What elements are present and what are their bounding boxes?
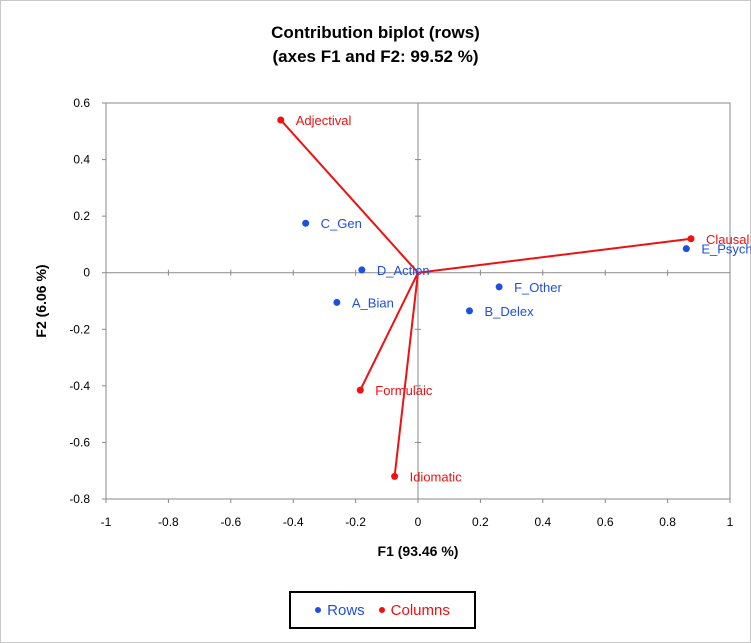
column-vectors (279, 119, 692, 477)
rows-label-d-action: D_Action (377, 263, 430, 278)
y-tick-label: -0.2 (69, 322, 90, 336)
columns-point-adjectival (277, 116, 285, 124)
rows-label-a-bian: A_Bian (352, 295, 394, 310)
columns-point-clausal (687, 235, 695, 243)
x-tick-label: -0.2 (345, 515, 366, 529)
zero-axes (106, 103, 730, 499)
rows-point-b-delex (465, 307, 473, 315)
rows-label-c-gen: C_Gen (321, 216, 362, 231)
chart-title-line1: Contribution biplot (rows) (271, 23, 480, 42)
legend-label-columns: Columns (390, 601, 450, 619)
x-tick-label: 0.2 (472, 515, 489, 529)
x-tick-label: 0.4 (534, 515, 551, 529)
rows-point-c-gen (302, 219, 310, 227)
rows-label-e-psych: E_Psych (701, 242, 751, 257)
vector-idiomatic (393, 272, 419, 477)
columns-label-idiomatic: Idiomatic (410, 469, 463, 484)
columns-point-formulaic (356, 386, 364, 394)
legend-item-columns: Columns (378, 601, 450, 619)
columns-label-adjectival: Adjectival (296, 113, 352, 128)
vector-adjectival (279, 119, 419, 274)
rows-point-e-psych (682, 245, 690, 253)
x-tick-label: 0.8 (659, 515, 676, 529)
y-axis-title: F2 (6.06 %) (33, 264, 49, 337)
x-tick-label: 0 (415, 515, 422, 529)
chart-title-line2: (axes F1 and F2: 99.52 %) (272, 47, 479, 66)
vector-clausal (417, 237, 692, 274)
data-points: C_Gen D_Action A_Bian F_Other B_Delex E_Psych… (277, 113, 751, 484)
y-tick-label: 0.2 (73, 209, 90, 223)
x-tick-label: -1 (101, 515, 112, 529)
rows-point-f-other (495, 283, 503, 291)
legend-marker-rows (315, 607, 322, 613)
legend-label-rows: Rows (327, 601, 365, 619)
x-tick-label: -0.8 (158, 515, 179, 529)
rows-point-d-action (358, 266, 366, 274)
chart-title: Contribution biplot (rows) (axes F1 and … (0, 21, 751, 69)
x-axis-title: F1 (93.46 %) (378, 543, 459, 559)
vector-formulaic (359, 272, 419, 391)
x-axis-ticks: -1 -0.8 -0.6 -0.4 -0.2 0 0.2 0.4 0.6 0.8 1 (101, 269, 734, 529)
legend-item-rows: Rows (315, 602, 365, 619)
columns-label-formulaic: Formulaic (375, 383, 433, 398)
y-tick-label: 0.6 (73, 96, 90, 110)
rows-label-f-other: F_Other (514, 280, 562, 295)
legend-marker-columns (378, 607, 385, 613)
rows-point-a-bian (333, 298, 341, 306)
x-tick-label: 1 (727, 515, 734, 529)
y-tick-label: 0.4 (73, 153, 90, 167)
columns-point-idiomatic (391, 472, 399, 480)
legend: Rows Columns (289, 591, 476, 629)
y-tick-label: -0.8 (69, 492, 90, 506)
y-tick-label: -0.4 (69, 379, 90, 393)
y-axis-ticks: -0.8 -0.6 -0.4 -0.2 0 0.2 0.4 0.6 (69, 96, 421, 506)
y-tick-label: -0.6 (69, 435, 90, 449)
y-tick-label: 0 (83, 266, 90, 280)
x-tick-label: 0.6 (597, 515, 614, 529)
x-tick-label: -0.6 (220, 515, 241, 529)
x-tick-label: -0.4 (283, 515, 304, 529)
columns-label-clausal: Clausal (706, 232, 749, 247)
rows-label-b-delex: B_Delex (484, 304, 534, 319)
